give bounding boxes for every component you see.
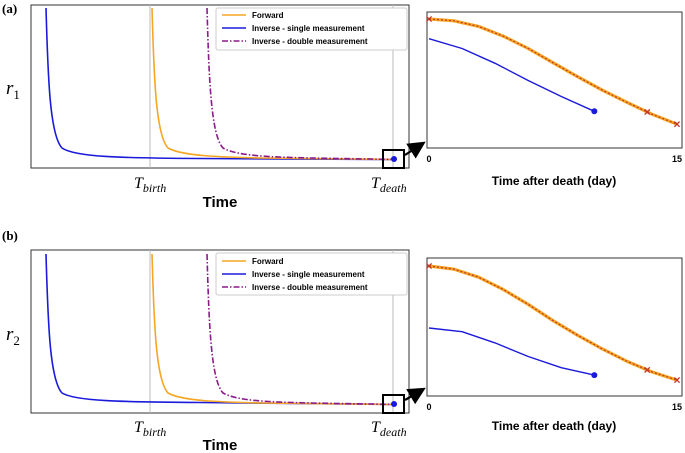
panel-a-legend: Forward Inverse - single measurement Inv…	[215, 7, 408, 51]
panel-a-main: (a) r1 Tbirth Tdeath Time Forward Invers…	[2, 1, 426, 211]
panel-b-xlabel: Time	[203, 437, 238, 453]
panel-a-series-double	[206, 7, 398, 161]
panel-b-series-double	[206, 253, 398, 406]
panel-a-zoom: 0 15 Time after death (day)	[425, 11, 683, 188]
panel-a-zoom-line-2	[428, 18, 678, 125]
panel-b-xtick-birth: Tbirth	[134, 419, 166, 439]
panel-b-zoom-line-1	[428, 327, 595, 376]
panel-a-legend-forward: Forward	[252, 11, 284, 20]
panel-a-xtick-death: Tdeath	[371, 175, 407, 195]
panel-b-zoom: 0 15 Time after death (day)	[425, 257, 683, 433]
panel-b-series-forward	[151, 253, 398, 406]
panel-b-zoom-double-marker-1	[644, 366, 651, 373]
panel-b-zoom-xtick-15: 15	[672, 402, 682, 412]
panel-a-xlabel: Time	[203, 194, 238, 211]
panel-a-zoom-single-end-point	[591, 108, 598, 115]
panel-b-zoom-arrow	[404, 387, 426, 405]
panel-b-zoom-point	[391, 401, 397, 407]
panel-a-legend-single: Inverse - single measurement	[252, 24, 365, 33]
panel-a-zoom-series	[425, 15, 681, 128]
panel-b-zoom-frame	[426, 257, 683, 397]
panel-b-zoom-box	[382, 394, 405, 414]
panel-b-legend-forward: Forward	[252, 257, 284, 266]
panel-a-zoom-xtick-15: 15	[672, 154, 682, 164]
panel-b-legend-box	[215, 252, 408, 296]
panel-b-label: (b)	[2, 228, 18, 243]
panel-b-legend-single: Inverse - single measurement	[252, 270, 365, 279]
panel-a-zoom-double-marker-1	[644, 108, 651, 116]
panel-b-zoom-double-marker-2	[673, 377, 681, 384]
panel-b-xtick-death: Tdeath	[371, 419, 407, 439]
panel-b-zoom-line-2	[428, 265, 678, 381]
panel-a-xtick-birth: Tbirth	[134, 175, 166, 195]
panel-a-zoom-point	[391, 156, 397, 162]
panel-b-zoom-single-end-point	[591, 372, 598, 379]
panel-a-label: (a)	[2, 1, 17, 16]
panel-a-series-forward	[151, 7, 398, 161]
panel-a-legend-box	[215, 7, 408, 51]
panel-b-zoom-series	[425, 262, 681, 384]
panel-b-main: (b) r2 Tbirth Tdeath Time Forward Invers…	[2, 228, 426, 453]
panel-a-legend-double: Inverse - double measurement	[252, 37, 368, 46]
panel-a-zoom-double-marker-2	[673, 121, 681, 128]
panel-a-zoom-xlabel: Time after death (day)	[492, 174, 616, 188]
panel-a-zoom-double-marker-0	[425, 15, 433, 23]
panel-a-zoom-xtick-0: 0	[426, 154, 431, 164]
panel-b-zoom-xlabel: Time after death (day)	[492, 419, 616, 433]
panel-a-ylabel: r1	[6, 78, 20, 102]
panel-b-zoom-xtick-0: 0	[426, 402, 431, 412]
panel-a-zoom-line-1	[428, 38, 595, 112]
panel-b-legend-double: Inverse - double measurement	[252, 283, 368, 292]
panel-b-zoom-double-marker-0	[425, 262, 433, 270]
panel-b-legend: Forward Inverse - single measurement Inv…	[215, 252, 408, 296]
panel-a-zoom-frame	[426, 11, 683, 149]
panel-a-series-single	[45, 7, 398, 161]
panel-b-ylabel: r2	[6, 324, 20, 348]
panel-a-zoom-box	[382, 149, 405, 169]
panel-b-series-single	[45, 253, 398, 406]
panel-a-zoom-arrow	[404, 141, 426, 159]
